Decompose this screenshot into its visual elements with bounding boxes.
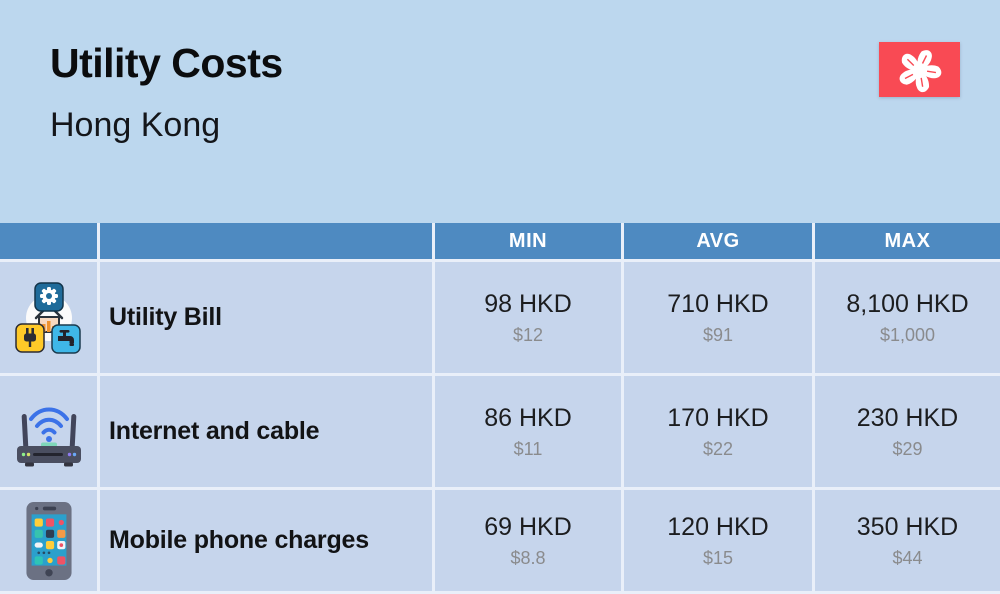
value-local: 710 HKD	[667, 289, 769, 318]
value-local: 350 HKD	[856, 512, 959, 541]
value-local: 69 HKD	[484, 512, 572, 541]
value-usd: $12	[512, 324, 544, 345]
value-usd: $1,000	[879, 324, 936, 345]
value-local: 230 HKD	[856, 403, 959, 432]
column-header-max: MAX	[815, 223, 1000, 259]
value-usd: $11	[513, 438, 543, 459]
value-usd: $8.8	[510, 547, 546, 568]
column-header-min: MIN	[435, 223, 621, 259]
row-label: Internet and cable	[100, 376, 432, 487]
utility-bill-icon	[14, 281, 81, 354]
row-icon-cell	[0, 376, 97, 487]
cell-utility-bill-avg: 710 HKD $91	[624, 262, 812, 373]
cell-mobile-max: 350 HKD $44	[815, 490, 1000, 591]
value-local: 98 HKD	[484, 289, 572, 318]
value-local: 86 HKD	[484, 403, 572, 432]
cell-mobile-avg: 120 HKD $15	[624, 490, 812, 591]
cell-utility-bill-max: 8,100 HKD $1,000	[815, 262, 1000, 373]
row-icon-cell	[0, 490, 97, 591]
value-usd: $22	[702, 438, 734, 459]
cell-internet-min: 86 HKD $11	[435, 376, 621, 487]
value-usd: $44	[892, 547, 923, 568]
page-subtitle: Hong Kong	[50, 106, 221, 144]
row-icon-cell	[0, 262, 97, 373]
column-header-avg: AVG	[624, 223, 812, 259]
row-label: Mobile phone charges	[100, 490, 432, 591]
internet-router-icon	[16, 406, 81, 466]
header-icon-spacer	[0, 223, 97, 259]
value-local: 8,100 HKD	[846, 289, 969, 318]
costs-table: MIN AVG MAX	[0, 223, 1000, 594]
cell-mobile-min: 69 HKD $8.8	[435, 490, 621, 591]
value-usd: $29	[892, 438, 923, 459]
cell-utility-bill-min: 98 HKD $12	[435, 262, 621, 373]
value-local: 120 HKD	[667, 512, 769, 541]
value-usd: $91	[702, 324, 734, 345]
cell-internet-avg: 170 HKD $22	[624, 376, 812, 487]
value-usd: $15	[702, 547, 734, 568]
hong-kong-flag-icon	[879, 42, 960, 97]
row-label: Utility Bill	[100, 262, 432, 373]
page-title: Utility Costs	[50, 40, 283, 86]
cell-internet-max: 230 HKD $29	[815, 376, 1000, 487]
header-item-spacer	[100, 223, 432, 259]
mobile-phone-icon	[25, 501, 72, 580]
value-local: 170 HKD	[667, 403, 769, 432]
